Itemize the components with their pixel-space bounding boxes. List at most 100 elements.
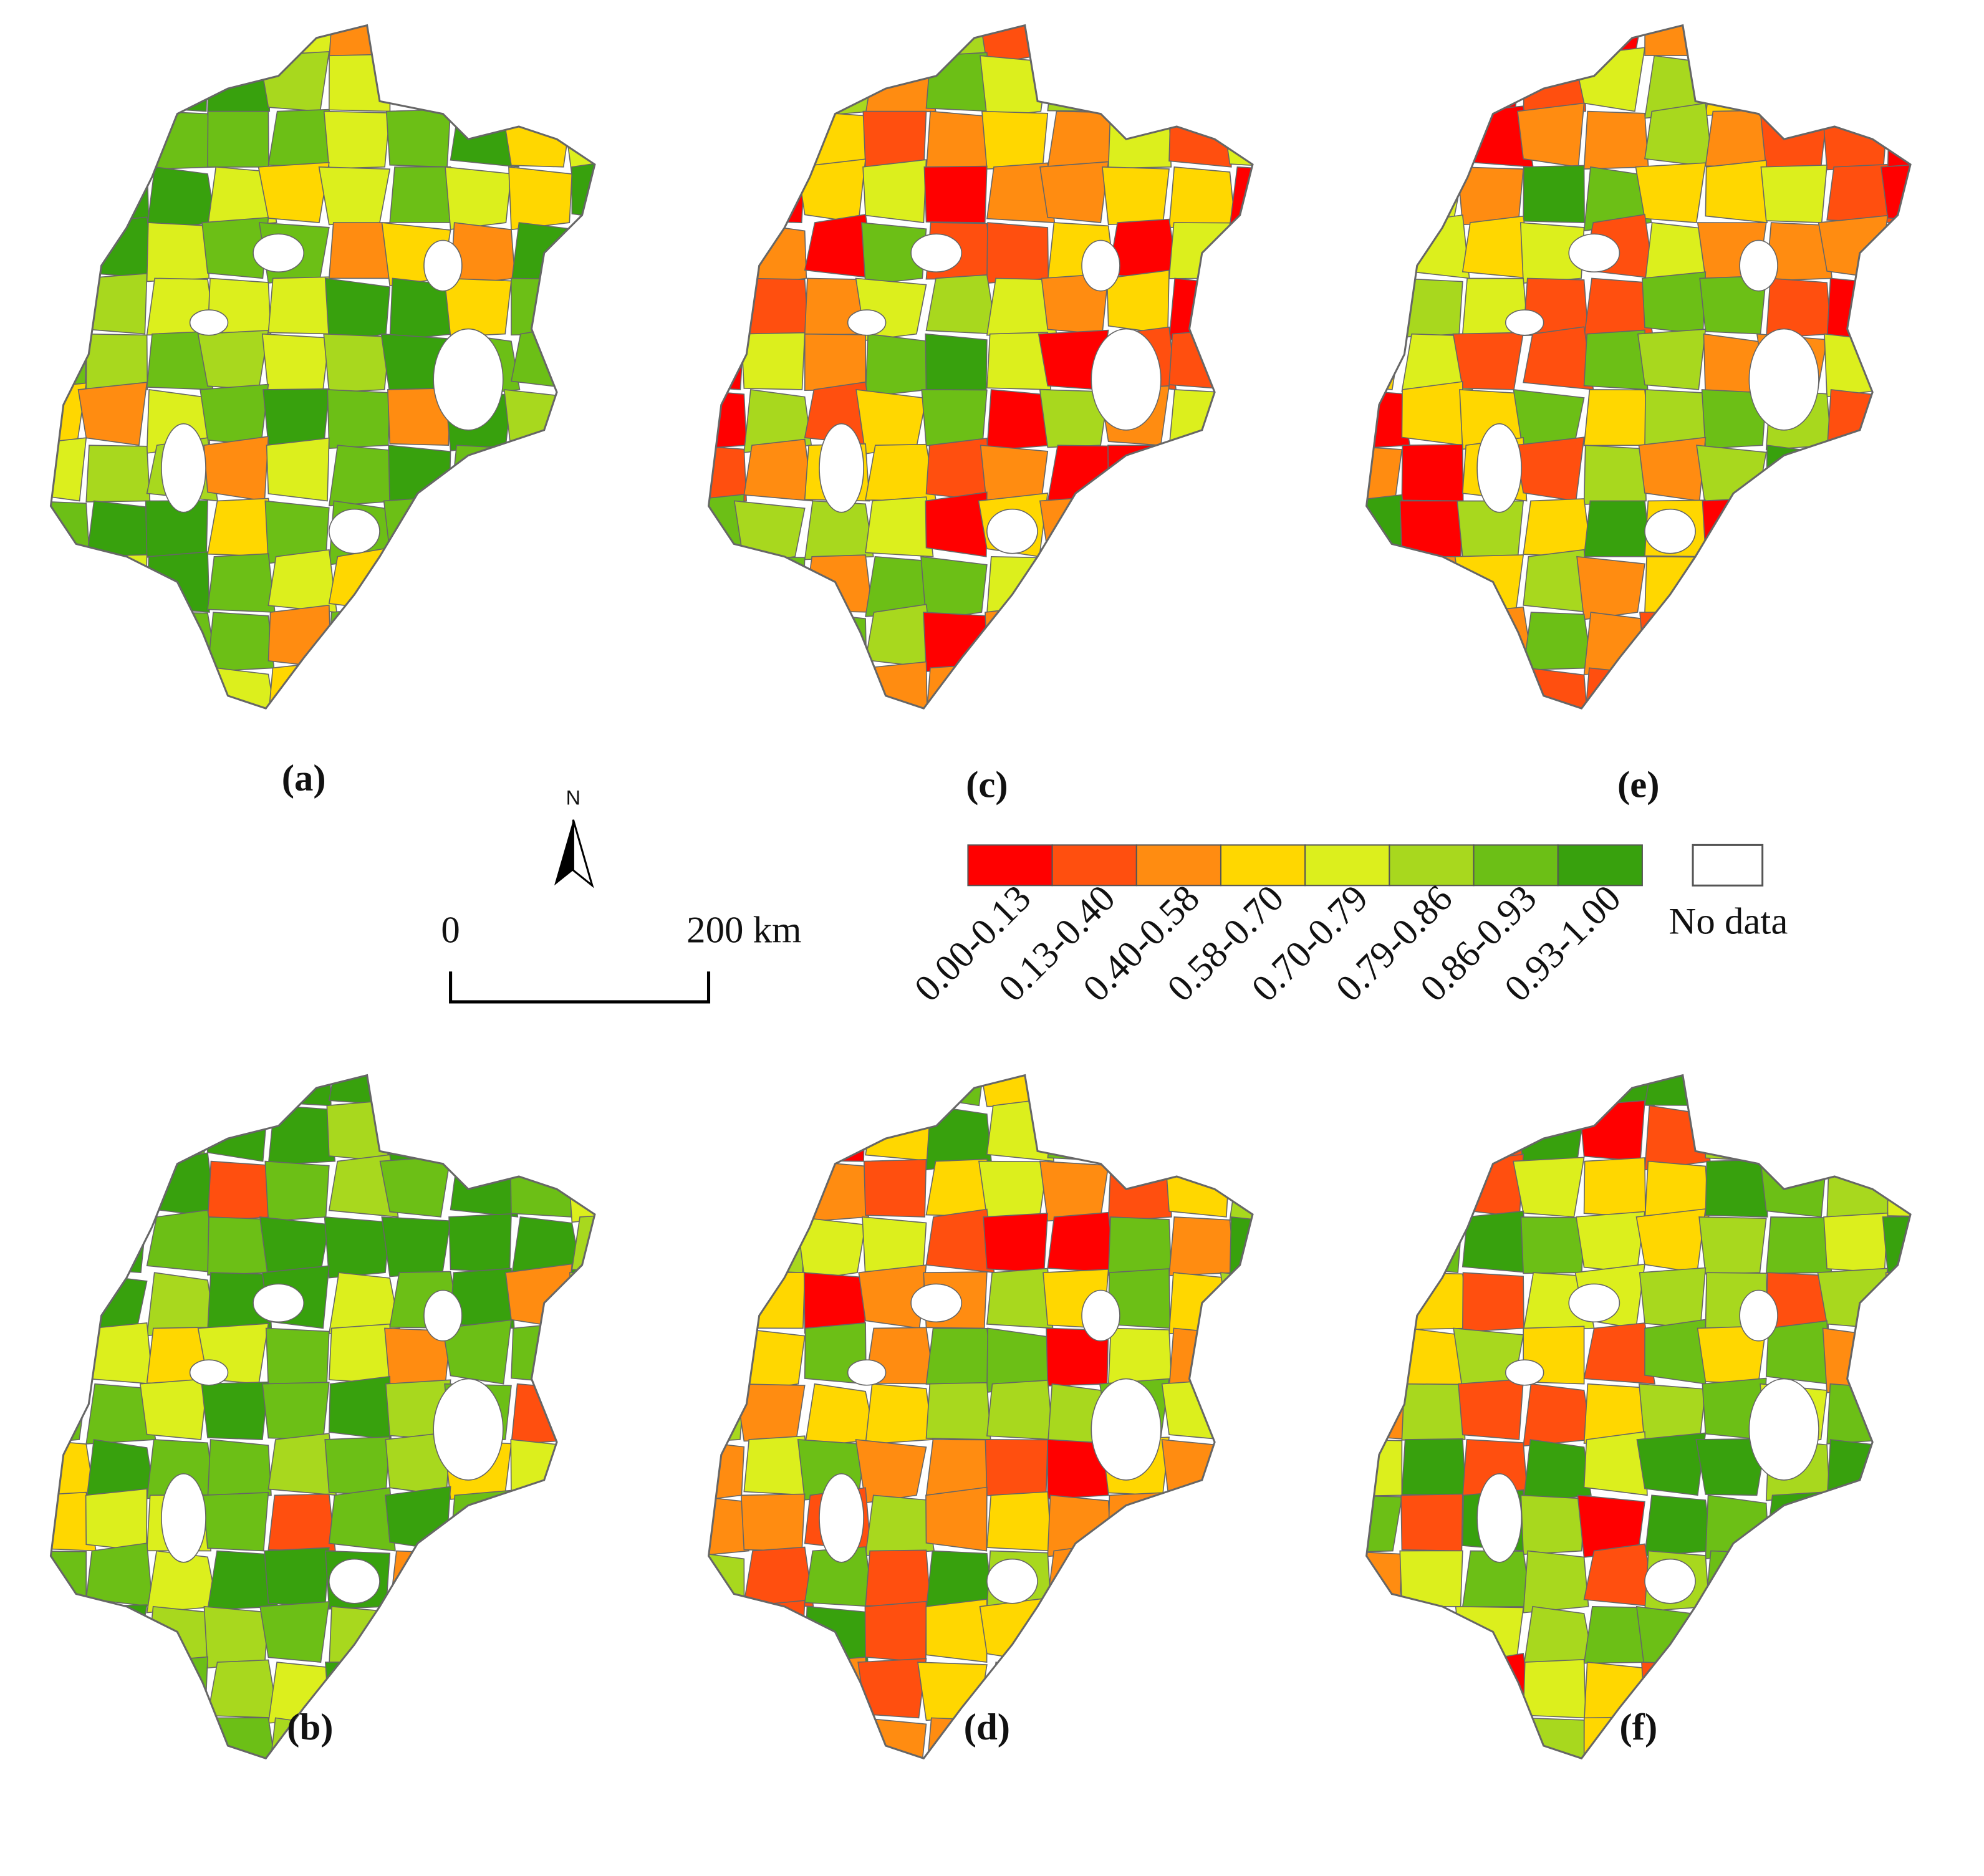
region [1366,222,1411,283]
region [1102,166,1170,225]
region [85,667,148,709]
region [981,110,1049,170]
region [51,25,87,64]
region [1523,1773,1591,1829]
region [443,277,512,337]
region [1703,718,1766,779]
region [986,1491,1052,1552]
region [1887,55,1911,115]
region [708,1654,745,1719]
region [380,1105,451,1166]
region [1165,1155,1231,1218]
region [925,1439,994,1496]
region [1047,25,1112,57]
region [1824,333,1889,398]
region [511,325,582,390]
region [1400,1493,1463,1552]
region [262,388,330,446]
region [1826,667,1896,709]
region [1637,329,1707,390]
region [444,1550,512,1615]
region [1103,1546,1170,1607]
region [207,25,270,60]
region [1101,25,1170,61]
region [1523,498,1592,557]
region [1047,1774,1110,1832]
region [446,55,512,115]
region [451,1774,515,1836]
region [1107,1096,1178,1162]
region [985,604,1049,669]
region [329,1774,399,1836]
region [1704,1102,1767,1162]
region [1225,556,1253,618]
region [51,1104,87,1162]
region [739,1160,806,1221]
region [143,1656,208,1719]
region [865,1099,935,1162]
region [450,612,515,675]
region [1887,1435,1911,1496]
region [804,55,873,118]
region [1399,1774,1463,1832]
region [564,556,595,615]
region [1047,1211,1115,1274]
region [1107,1327,1172,1387]
region [1579,1100,1645,1162]
region [571,445,595,503]
region [76,1604,148,1663]
region [1221,107,1253,168]
region [865,661,928,709]
region [1462,1210,1529,1274]
region [983,1213,1049,1274]
region [1826,1075,1895,1107]
region [1168,445,1231,507]
region [511,721,573,779]
region [1695,1438,1767,1496]
region [986,1268,1054,1329]
region [75,1103,148,1162]
region [925,110,992,173]
region [743,1546,814,1607]
region [1758,1105,1828,1164]
region [1039,1075,1109,1108]
region [570,1322,595,1385]
region [329,724,399,783]
region [865,333,930,398]
region [1888,724,1955,783]
region [1878,1717,1911,1759]
region [1168,1717,1235,1759]
region [77,382,148,446]
region [1047,1717,1111,1759]
region [1583,110,1649,170]
region [267,1075,332,1107]
region [708,1494,749,1558]
region [862,159,927,224]
region [865,1494,935,1557]
region [324,1216,391,1279]
region [78,608,148,669]
region [207,166,277,228]
region [1037,662,1109,709]
region [1462,1272,1524,1333]
region [383,496,451,557]
region [1168,277,1236,341]
region [862,110,927,168]
region [863,1159,927,1218]
region [85,500,156,564]
region [799,1711,866,1759]
region [1575,1211,1645,1274]
region [1229,55,1253,115]
region [1826,1383,1892,1445]
region [796,1216,867,1281]
no-data-region [847,309,887,336]
region [855,25,927,61]
region [1887,333,1911,393]
no-data-region [910,1283,963,1323]
no-data-swatch [1692,844,1764,887]
region [982,665,1049,709]
no-data-region [1748,328,1819,431]
province-outline [707,24,1254,710]
region [1819,1105,1889,1165]
region [1228,1711,1253,1759]
